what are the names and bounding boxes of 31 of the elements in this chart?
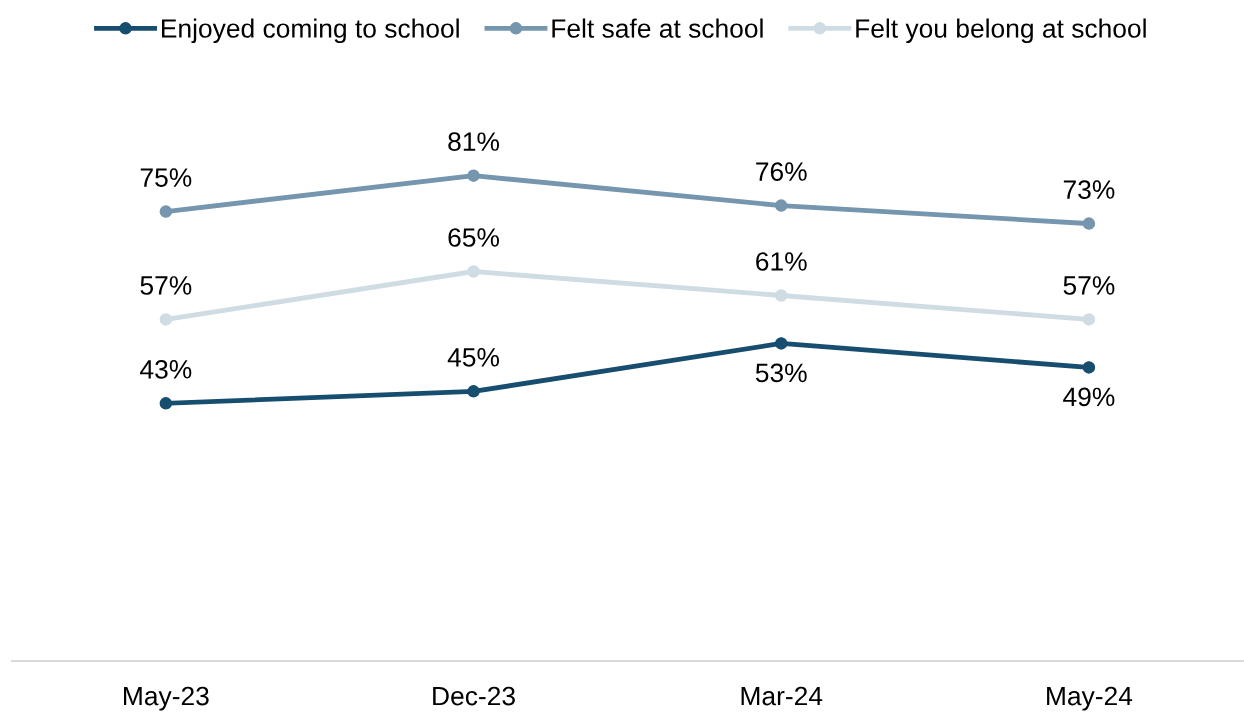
- data-label: 75%: [140, 168, 192, 187]
- point: [1082, 361, 1096, 374]
- point: [159, 397, 173, 410]
- data-label: 43%: [140, 359, 192, 379]
- data-label: 57%: [1063, 276, 1115, 295]
- x-tick-label: May-24: [1047, 686, 1133, 711]
- x-tick-label: May-23: [124, 686, 209, 711]
- data-label: 53%: [755, 363, 807, 383]
- point: [159, 205, 173, 218]
- legend-label: Felt safe at school: [552, 18, 763, 38]
- data-label: 49%: [1063, 387, 1115, 407]
- point: [1082, 217, 1096, 230]
- data-label: 61%: [756, 252, 807, 271]
- point: [1082, 313, 1096, 326]
- legend-label: Felt you belong at school: [856, 18, 1146, 44]
- data-label: 81%: [448, 132, 499, 151]
- x-tick-label: Mar-24: [741, 686, 823, 706]
- data-label: 73%: [1063, 180, 1115, 199]
- x-tick-label: Dec-23: [433, 686, 515, 706]
- data-label: 65%: [448, 228, 499, 247]
- point: [159, 313, 173, 326]
- data-label: 57%: [140, 276, 192, 295]
- point: [774, 289, 788, 302]
- data-label: 45%: [447, 348, 499, 367]
- point: [774, 199, 788, 212]
- point: [774, 337, 788, 350]
- data-label: 76%: [756, 162, 807, 181]
- point: [467, 385, 480, 398]
- point: [467, 169, 480, 182]
- point: [467, 265, 480, 278]
- legend-label: Enjoyed coming to school: [162, 18, 459, 44]
